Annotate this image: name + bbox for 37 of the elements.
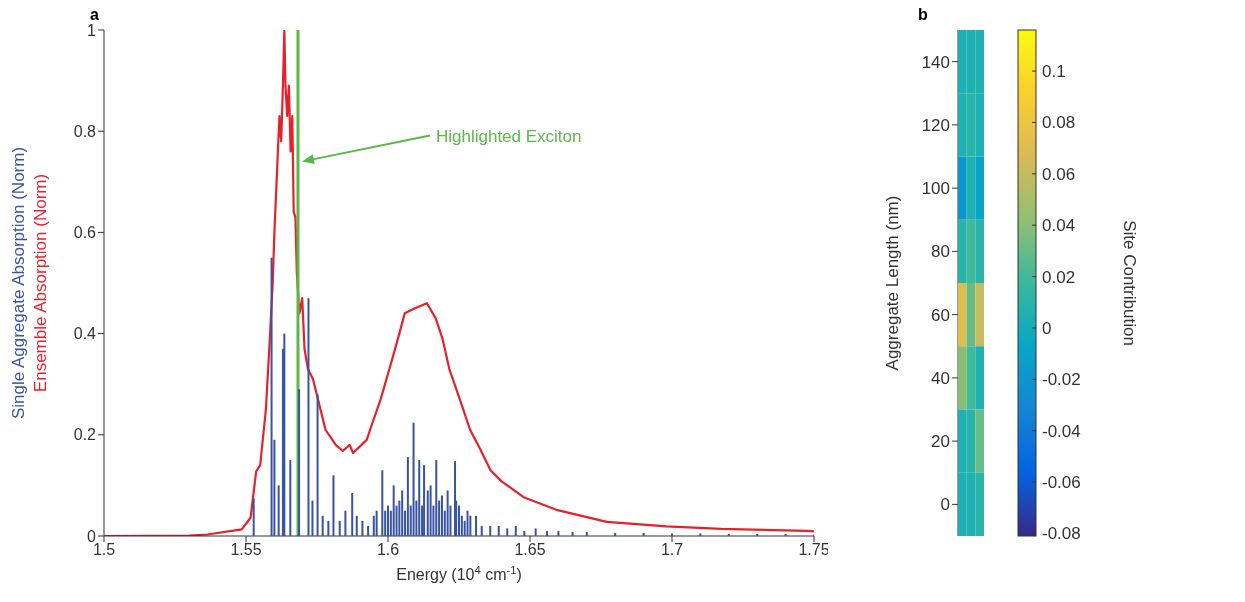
color-bar-label: -0.02 — [1042, 370, 1081, 390]
y-tick-label: 20 — [931, 432, 950, 452]
x-tick-label: 1.65 — [514, 541, 546, 559]
color-bar-label: 0.08 — [1042, 113, 1076, 133]
y-tick-label: 120 — [921, 115, 950, 135]
color-bar-label: -0.08 — [1042, 524, 1081, 544]
y-tick-label: 100 — [921, 179, 950, 199]
color-bar-label: 0.02 — [1042, 267, 1076, 287]
color-bar-label: 0.1 — [1042, 62, 1066, 82]
annotation: Highlighted Exciton — [435, 126, 582, 146]
chart-title: a — [90, 6, 99, 23]
color-bar-label: 0.04 — [1042, 216, 1076, 236]
color-bar-label: -0.06 — [1042, 473, 1081, 493]
text: Ensemble Absorption (Norm) — [31, 173, 50, 393]
x-tick-label: 1.75 — [798, 541, 830, 559]
chart-title: b — [918, 6, 928, 23]
y-tick-label: 140 — [921, 52, 950, 72]
x-tick-label: 1.7 — [660, 541, 684, 559]
y-tick-label: 80 — [931, 242, 950, 262]
y-axis-title: Aggregate Length (nm) — [883, 195, 902, 371]
text: Single Aggregate Absorption (Norm) — [9, 146, 28, 420]
color-bar-label: 0 — [1042, 318, 1052, 338]
x-tick-label: 1.6 — [376, 541, 400, 559]
color-bar-label: -0.04 — [1042, 421, 1081, 441]
color-bar-label: 0.06 — [1042, 164, 1076, 184]
x-tick-label: 1.55 — [230, 541, 262, 559]
y-tick-label: 60 — [931, 305, 950, 325]
y-tick-label: 0.4 — [73, 325, 97, 343]
color-bar-title: Site Contribution — [1120, 220, 1139, 346]
y-tick-label: 0.8 — [73, 122, 97, 140]
y-tick-label: 1 — [87, 21, 97, 39]
x-tick-label: 1.5 — [92, 541, 116, 559]
y-tick-label: 0.2 — [73, 426, 97, 444]
y-tick-label: 0 — [940, 495, 950, 515]
x-axis-title: Energy (10$^{4}$ cm$^{-1}$) — [396, 564, 522, 583]
y-tick-label: 40 — [931, 368, 950, 388]
y-tick-label: 0.6 — [73, 224, 97, 242]
